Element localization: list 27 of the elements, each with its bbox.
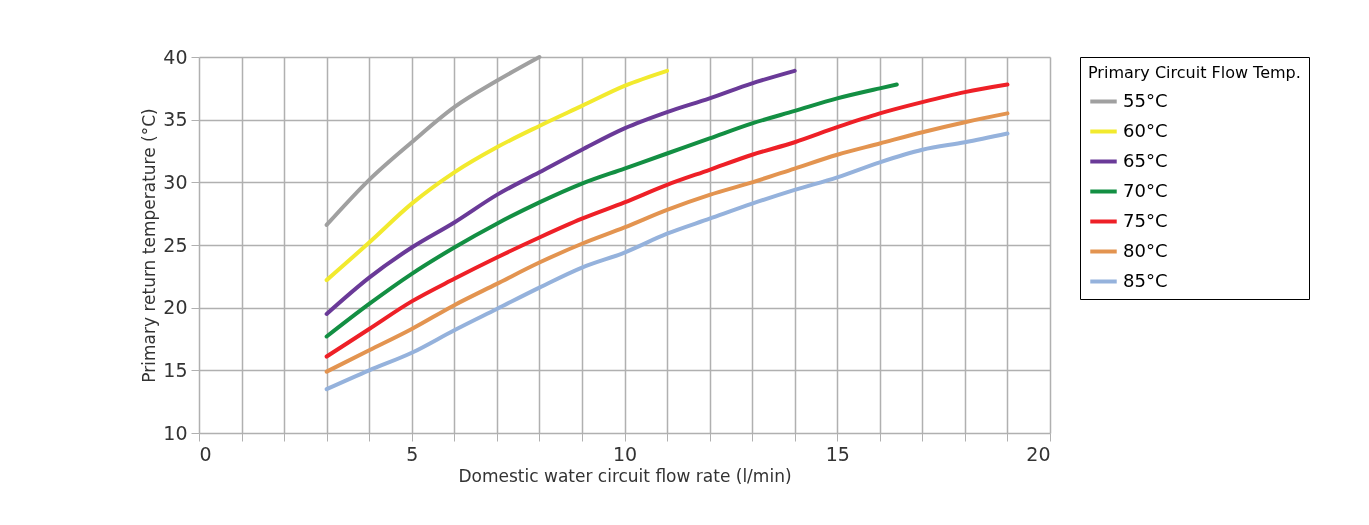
legend-label: 80°C	[1123, 239, 1168, 261]
line-series	[324, 82, 1010, 359]
legend-label: 75°C	[1123, 209, 1168, 231]
y-tick-label: 20	[163, 296, 188, 319]
x-tick-label: 0	[199, 442, 212, 465]
legend-label: 60°C	[1123, 119, 1168, 141]
line-series	[324, 82, 899, 339]
y-tick-label: 15	[163, 358, 188, 381]
line-series	[324, 68, 797, 316]
x-tick-label: 15	[825, 442, 850, 465]
line-series	[324, 55, 542, 227]
y-tick-label: 35	[163, 108, 188, 131]
legend-title: Primary Circuit Flow Temp.	[1088, 63, 1301, 82]
y-tick-label: 10	[163, 421, 188, 444]
y-tick-label: 40	[163, 45, 188, 68]
legend-label: 70°C	[1123, 179, 1168, 201]
x-tick-label: 20	[1026, 442, 1051, 465]
y-tick-label: 30	[163, 170, 188, 193]
legend-label: 85°C	[1123, 269, 1168, 291]
legend-label: 55°C	[1123, 89, 1168, 111]
y-axis-title: Primary return temperature (°C)	[139, 108, 160, 383]
x-tick-label: 10	[612, 442, 638, 465]
line-series	[324, 68, 670, 283]
x-axis-title: Domestic water circuit flow rate (l/min)	[458, 465, 792, 486]
legend-label: 65°C	[1123, 149, 1168, 171]
y-tick-label: 25	[163, 233, 188, 256]
x-tick-label: 5	[406, 442, 419, 465]
